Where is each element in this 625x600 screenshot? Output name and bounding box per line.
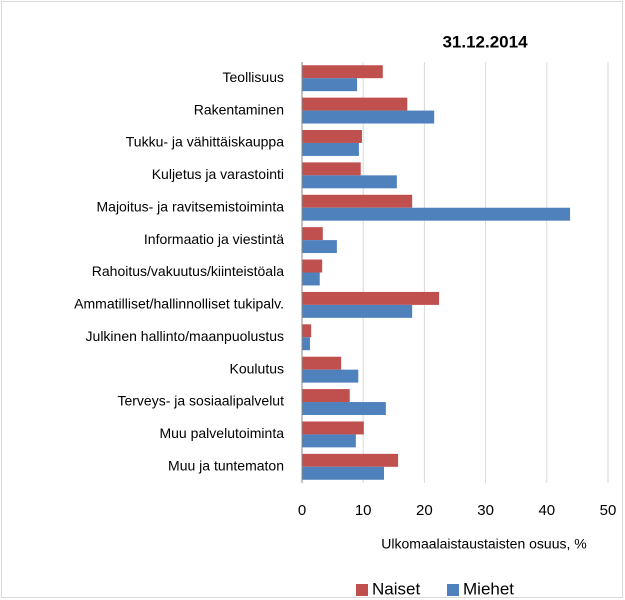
bar [302,466,385,480]
legend-swatch [447,584,459,596]
bar [302,369,359,383]
y-tick-label: Teollisuus [223,69,284,85]
bar [302,130,362,143]
y-tick-label: Rakentaminen [194,101,284,117]
legend-label: Miehet [463,579,514,598]
y-tick-label: Majoitus- ja ravitsemistoiminta [97,198,285,214]
bar [302,304,413,318]
bar [302,175,397,189]
x-tick-label: 30 [477,502,494,519]
bar [302,337,310,351]
x-tick-label: 20 [416,502,433,519]
bar [302,240,337,254]
y-tick-label: Muu palvelutoiminta [159,425,284,441]
bar [302,389,350,403]
x-tick-label: 10 [355,502,372,519]
x-tick-label: 50 [600,502,617,519]
y-tick-label: Ammatilliset/hallinnolliset tukipalv. [74,296,284,312]
chart-title: 31.12.2014 [442,32,528,51]
bar [302,259,323,273]
bar [302,356,342,370]
bar [302,402,386,415]
y-tick-label: Koulutus [230,360,284,376]
bar [302,434,356,448]
bar [302,65,383,79]
bar [302,142,359,156]
bar [302,194,413,208]
y-tick-label: Muu ja tuntematon [168,458,284,474]
x-axis-label: Ulkomaalaistaustaisten osuus, % [381,536,586,552]
bar [302,421,364,435]
bar [302,162,361,176]
y-tick-label: Rahoitus/vakuutus/kiinteistöala [92,263,284,279]
bar [302,453,399,467]
bar [302,324,312,338]
legend-label: Naiset [372,579,420,598]
y-tick-label: Kuljetus ja varastointi [152,166,284,182]
x-tick-label: 40 [538,502,555,519]
legend-swatch [356,584,368,596]
y-tick-label: Julkinen hallinto/maanpuolustus [86,328,284,344]
bar [302,227,323,241]
y-tick-label: Informaatio ja viestintä [144,231,284,247]
y-tick-label: Tukku- ja vähittäiskauppa [126,134,284,150]
bar [302,97,408,111]
bar [302,110,435,124]
y-tick-label: Terveys- ja sosiaalipalvelut [117,393,284,409]
x-tick-label: 0 [298,502,306,519]
bar [302,207,571,221]
bar [302,272,320,286]
bar [302,78,358,92]
bar [302,291,440,305]
